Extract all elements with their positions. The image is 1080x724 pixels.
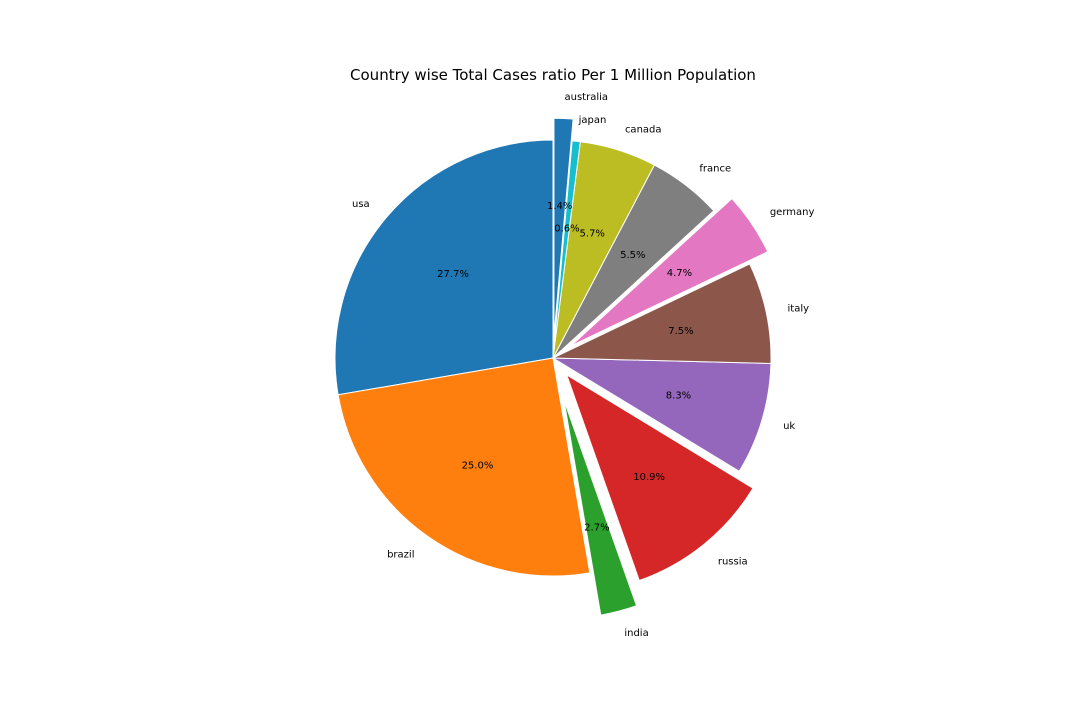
pie-slice-brazil — [337, 357, 591, 577]
percent-label-india: 2.7% — [584, 522, 609, 533]
pie-slice-germany — [570, 197, 769, 347]
percent-label-canada: 5.7% — [580, 229, 605, 240]
pie-slices — [334, 117, 772, 616]
pie-slice-italy — [552, 263, 772, 364]
category-label-brazil: brazil — [387, 549, 414, 560]
category-label-canada: canada — [625, 125, 662, 136]
category-label-australia: australia — [565, 92, 609, 103]
pie-labels: 27.7% usa 25.0% brazil 2.7% india 10.9% russia 8… — [352, 92, 814, 639]
category-label-italy: italy — [788, 303, 810, 314]
percent-label-brazil: 25.0% — [462, 460, 494, 471]
percent-label-usa: 27.7% — [437, 269, 469, 280]
category-label-india: india — [624, 628, 648, 639]
percent-label-australia: 1.4% — [547, 201, 572, 212]
category-label-germany: germany — [770, 207, 815, 218]
category-label-uk: uk — [783, 421, 795, 432]
pie-slice-uk — [551, 357, 772, 473]
pie-slice-australia — [553, 117, 574, 337]
category-label-france: france — [699, 164, 731, 175]
pie-slice-japan — [552, 140, 581, 359]
pie-slice-russia — [565, 373, 754, 582]
percent-label-japan: 0.6% — [554, 223, 579, 234]
chart-title: Country wise Total Cases ratio Per 1 Mil… — [350, 66, 756, 84]
percent-label-germany: 4.7% — [667, 268, 692, 279]
category-label-japan: japan — [578, 115, 607, 126]
category-label-usa: usa — [352, 199, 370, 210]
percent-label-france: 5.5% — [620, 250, 645, 261]
pie-slice-usa — [334, 139, 554, 396]
pie-slice-india — [563, 400, 638, 616]
percent-label-italy: 7.5% — [668, 326, 693, 337]
percent-label-uk: 8.3% — [666, 390, 691, 401]
category-label-russia: russia — [718, 557, 748, 568]
percent-label-russia: 10.9% — [633, 472, 665, 483]
